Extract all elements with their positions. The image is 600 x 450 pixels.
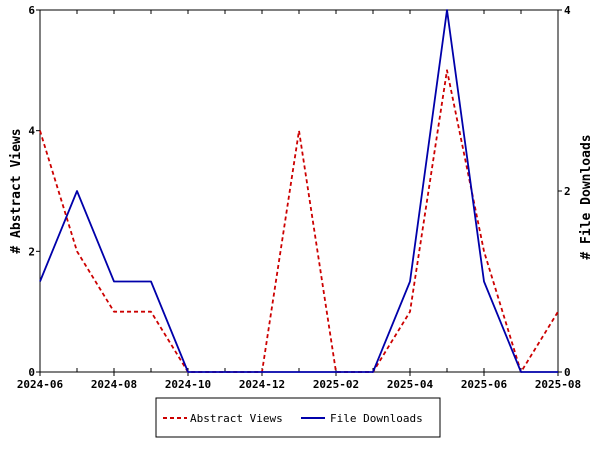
series-lines [39,9,559,373]
y2-tick-label: 0 [564,366,571,379]
y-tick-label: 4 [28,125,35,138]
x-tick-label: 2025-02 [313,378,359,391]
y2-axis-title: # File Downloads [579,134,594,259]
x-tick-label: 2024-08 [91,378,137,391]
y-axis-title: # Abstract Views [9,128,24,253]
y2-tick-label: 2 [564,185,571,198]
x-tick-label: 2025-04 [387,378,434,391]
x-tick-label: 2025-06 [461,378,508,391]
legend: Abstract Views File Downloads [155,397,441,438]
x-tick-label: 2024-06 [17,378,64,391]
series-line-file-downloads [39,9,558,373]
x-tick-label: 2024-12 [239,378,285,391]
legend-label-abstract-views: Abstract Views [190,412,283,425]
x-tick-label: 2024-10 [165,378,211,391]
axis-tick-labels: 2024-06 2024-08 2024-10 2024-12 2025-02 2025-… [17,4,581,391]
y-tick-label: 0 [28,366,35,379]
y-tick-label: 6 [28,4,35,17]
plot-area [39,9,559,373]
axis-ticks [36,9,562,376]
x-tick-label: 2025-08 [535,378,581,391]
y2-tick-label: 4 [564,4,571,17]
y-tick-label: 2 [28,245,35,258]
legend-label-file-downloads: File Downloads [330,412,423,425]
legend-box [155,397,441,438]
